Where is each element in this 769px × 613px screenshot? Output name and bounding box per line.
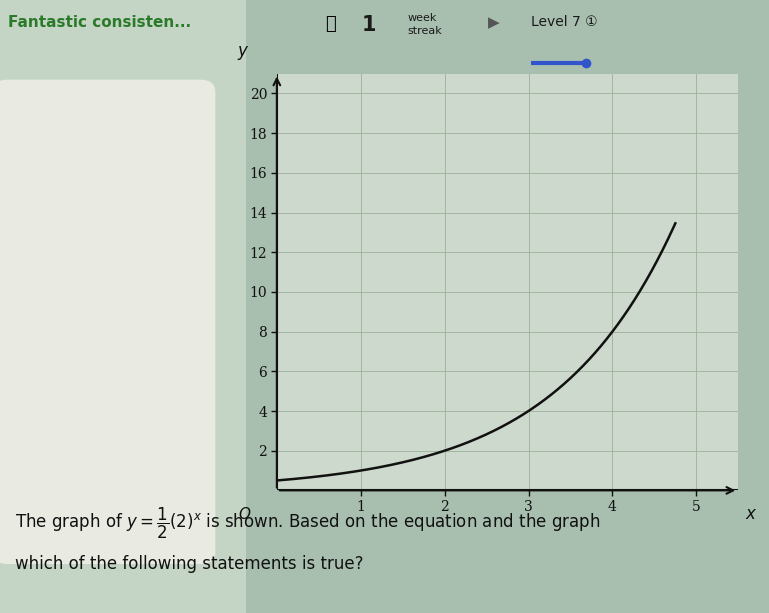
Text: ▶: ▶	[488, 15, 500, 30]
Text: $O$: $O$	[238, 506, 251, 522]
Text: $y$: $y$	[237, 44, 249, 62]
Text: which of the following statements is true?: which of the following statements is tru…	[15, 555, 364, 573]
Text: week
streak: week streak	[408, 13, 442, 36]
Text: Fantastic consisten...: Fantastic consisten...	[8, 15, 191, 30]
Text: Level 7 ①: Level 7 ①	[531, 15, 598, 29]
Text: 🔥: 🔥	[325, 15, 336, 33]
Text: The graph of $y = \dfrac{1}{2}(2)^{x}$ is shown. Based on the equation and the g: The graph of $y = \dfrac{1}{2}(2)^{x}$ i…	[15, 506, 601, 541]
Text: 1: 1	[361, 15, 376, 36]
Text: $x$: $x$	[745, 506, 757, 523]
